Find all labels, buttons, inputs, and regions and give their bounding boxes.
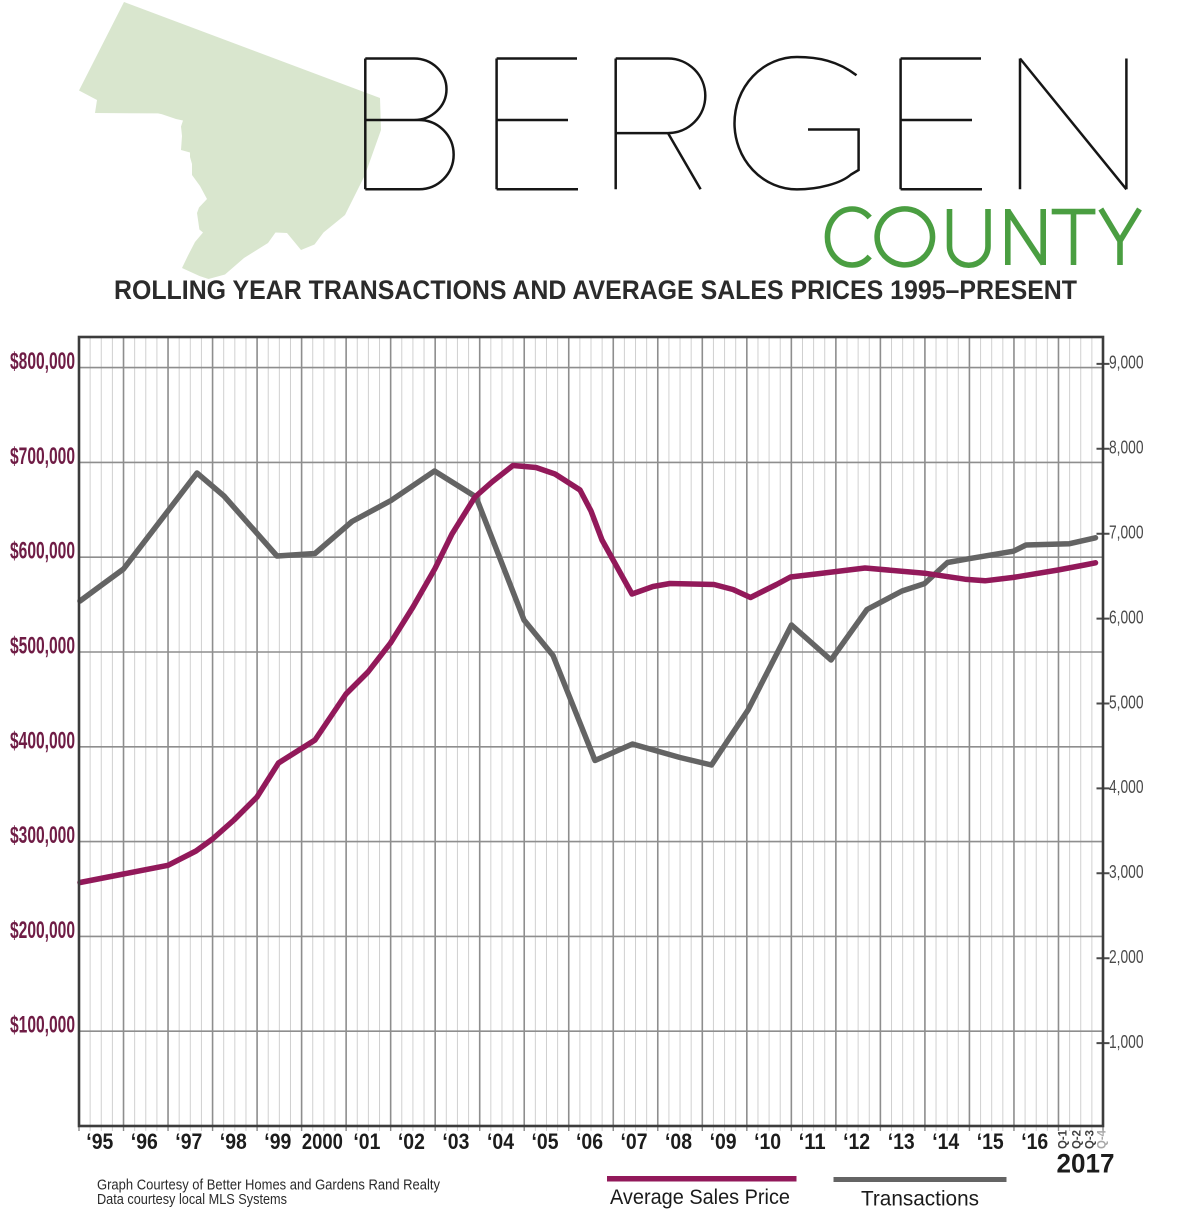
svg-text:3,000: 3,000 (1109, 862, 1144, 882)
svg-text:9,000: 9,000 (1109, 353, 1144, 373)
svg-text:‘13: ‘13 (888, 1129, 915, 1154)
svg-text:‘02: ‘02 (398, 1129, 425, 1154)
svg-text:Q-3: Q-3 (1085, 1130, 1097, 1149)
svg-text:‘01: ‘01 (353, 1129, 380, 1154)
svg-text:‘97: ‘97 (175, 1129, 202, 1154)
svg-text:$500,000: $500,000 (10, 633, 75, 660)
svg-text:‘05: ‘05 (532, 1129, 559, 1154)
svg-text:Data courtesy local MLS System: Data courtesy local MLS Systems (97, 1191, 287, 1208)
svg-text:$700,000: $700,000 (10, 443, 75, 470)
svg-text:‘98: ‘98 (220, 1129, 247, 1154)
svg-text:‘07: ‘07 (621, 1129, 648, 1154)
svg-text:‘11: ‘11 (799, 1129, 826, 1154)
svg-text:‘12: ‘12 (843, 1129, 870, 1154)
svg-text:Graph Courtesy of Better Homes: Graph Courtesy of Better Homes and Garde… (97, 1177, 440, 1194)
svg-text:Q-4: Q-4 (1097, 1129, 1109, 1149)
svg-text:‘10: ‘10 (754, 1129, 781, 1154)
svg-text:‘96: ‘96 (131, 1129, 158, 1154)
svg-text:1,000: 1,000 (1109, 1032, 1144, 1052)
svg-text:Q-1: Q-1 (1058, 1129, 1070, 1149)
svg-text:‘03: ‘03 (442, 1129, 469, 1154)
svg-text:2000: 2000 (302, 1129, 343, 1154)
svg-text:ROLLING YEAR TRANSACTIONS AND: ROLLING YEAR TRANSACTIONS AND AVERAGE SA… (114, 275, 1077, 305)
svg-text:2017: 2017 (1057, 1149, 1115, 1179)
svg-text:‘95: ‘95 (86, 1129, 113, 1154)
svg-text:‘04: ‘04 (487, 1129, 515, 1154)
svg-text:5,000: 5,000 (1109, 692, 1144, 712)
svg-text:$100,000: $100,000 (10, 1012, 75, 1039)
svg-text:Average Sales Price: Average Sales Price (610, 1186, 790, 1209)
svg-text:$300,000: $300,000 (10, 822, 75, 849)
svg-text:‘99: ‘99 (264, 1129, 291, 1154)
svg-text:$200,000: $200,000 (10, 917, 75, 944)
svg-text:$600,000: $600,000 (10, 538, 75, 565)
svg-text:6,000: 6,000 (1109, 607, 1144, 627)
svg-text:‘15: ‘15 (977, 1129, 1004, 1154)
svg-text:8,000: 8,000 (1109, 438, 1144, 458)
svg-text:7,000: 7,000 (1109, 523, 1144, 543)
svg-text:‘08: ‘08 (665, 1129, 692, 1154)
svg-text:‘06: ‘06 (576, 1129, 603, 1154)
svg-text:$400,000: $400,000 (10, 727, 75, 754)
svg-text:$800,000: $800,000 (10, 348, 75, 375)
svg-text:‘09: ‘09 (710, 1129, 737, 1154)
svg-text:‘16: ‘16 (1021, 1129, 1048, 1154)
svg-text:4,000: 4,000 (1109, 777, 1144, 797)
svg-text:Q-2: Q-2 (1071, 1130, 1083, 1149)
svg-text:Transactions: Transactions (861, 1188, 979, 1211)
svg-text:‘14: ‘14 (932, 1129, 960, 1154)
svg-text:2,000: 2,000 (1109, 947, 1144, 967)
